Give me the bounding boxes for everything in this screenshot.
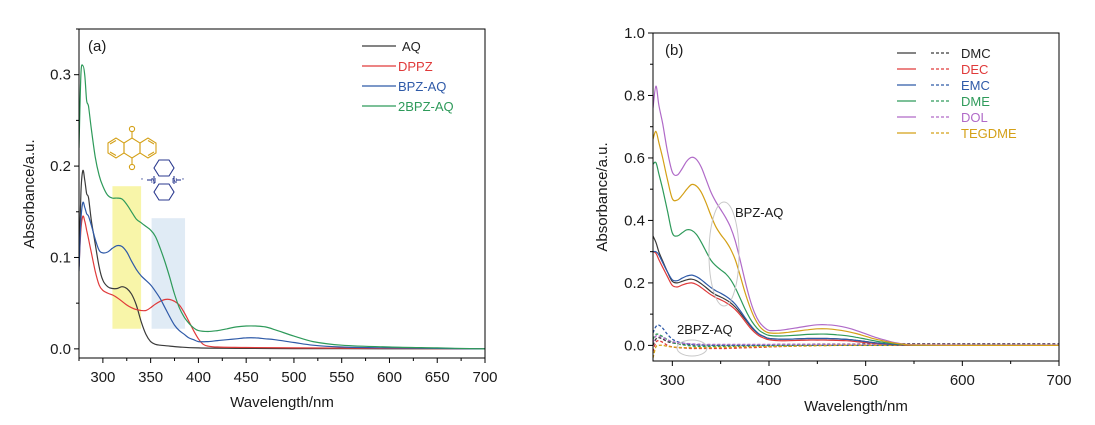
svg-text:N: N xyxy=(172,178,177,185)
series-line-emc-dashed xyxy=(653,324,1059,347)
series-group xyxy=(653,85,1059,359)
x-axis-title: Wavelength/nm xyxy=(230,394,334,411)
x-tick-label: 350 xyxy=(138,369,163,386)
y-tick-label: 0.2 xyxy=(624,275,645,292)
bpz-aq-annotation-ellipse xyxy=(708,201,740,307)
series-group xyxy=(79,64,485,350)
dihydrophenazine-structure-icon: N N * * xyxy=(141,159,184,201)
y-tick-label: 0.6 xyxy=(624,150,645,167)
legend-label: DME xyxy=(961,94,990,109)
legend-item: DPPZ xyxy=(362,59,433,74)
y-axis: 0.0 0.1 0.2 0.3 xyxy=(50,28,79,358)
legend-item: BPZ-AQ xyxy=(362,79,446,94)
x-tick-label: 400 xyxy=(756,372,781,389)
y-tick-label: 0.1 xyxy=(50,249,71,266)
series-line-dme xyxy=(653,161,1059,346)
panel-a: N N * * 300 350 400 450 500 550 600 650 700 0.00… xyxy=(21,28,498,411)
bpz-aq-annotation: BPZ-AQ xyxy=(735,205,783,220)
series-line-bpz-aq xyxy=(79,201,485,350)
x-tick-label: 700 xyxy=(472,369,497,386)
legend-item: EMC xyxy=(897,78,990,93)
series-line-dec xyxy=(653,251,1059,346)
y-axis-title: Absorbance/a.u. xyxy=(21,139,38,248)
legend-label: EMC xyxy=(961,78,990,93)
y-axis-title: Absorbance/a.u. xyxy=(594,142,611,251)
svg-text:*: * xyxy=(182,178,184,184)
x-tick-label: 450 xyxy=(234,369,259,386)
svg-text:*: * xyxy=(141,178,143,184)
legend: AQ DPPZ BPZ-AQ 2BPZ-AQ xyxy=(362,39,454,114)
legend-label: DMC xyxy=(961,46,991,61)
y-tick-label: 0.4 xyxy=(624,212,645,229)
x-tick-label: 600 xyxy=(950,372,975,389)
x-axis-title: Wavelength/nm xyxy=(804,398,908,415)
x-tick-label: 600 xyxy=(377,369,402,386)
series-line-2bpz-aq xyxy=(79,64,485,350)
panel-b: BPZ-AQ 2BPZ-AQ 300 400 500 600 700 0.0 0.2 0.4… xyxy=(594,25,1072,415)
x-tick-label: 500 xyxy=(853,372,878,389)
series-line-tegdme-dashed xyxy=(653,344,1059,359)
series-line-dol xyxy=(653,85,1059,347)
plot-frame xyxy=(652,32,1060,362)
legend-item: 2BPZ-AQ xyxy=(362,99,454,114)
2bpz-aq-annotation: 2BPZ-AQ xyxy=(677,322,733,337)
legend-label: DEC xyxy=(961,62,988,77)
y-tick-label: 0.8 xyxy=(624,87,645,104)
legend-label: DOL xyxy=(961,110,988,125)
2bpz-aq-annotation-ellipse xyxy=(676,339,708,357)
legend-label: AQ xyxy=(402,39,421,54)
x-tick-label: 500 xyxy=(281,369,306,386)
y-tick-label: 0.2 xyxy=(50,158,71,175)
series-line-tegdme xyxy=(653,130,1059,346)
legend-label: TEGDME xyxy=(961,126,1017,141)
series-line-aq xyxy=(79,169,485,350)
y-axis: 0.0 0.2 0.4 0.6 0.8 1.0 xyxy=(624,25,653,354)
x-axis: 300 350 400 450 500 550 600 650 700 xyxy=(78,358,498,386)
y-tick-label: 0.0 xyxy=(50,341,71,358)
plot-frame xyxy=(78,28,486,359)
legend-item: DOL xyxy=(897,110,988,125)
x-axis: 300 400 500 600 700 xyxy=(660,361,1072,389)
panel-label: (a) xyxy=(88,38,106,55)
x-tick-label: 650 xyxy=(425,369,450,386)
legend-item: AQ xyxy=(362,39,421,54)
anthraquinone-structure-icon xyxy=(107,125,157,171)
legend-item: TEGDME xyxy=(897,126,1017,141)
legend-label: 2BPZ-AQ xyxy=(398,99,454,114)
highlight-bands xyxy=(112,186,186,329)
series-line-emc xyxy=(653,250,1059,346)
x-tick-label: 700 xyxy=(1046,372,1071,389)
x-tick-label: 550 xyxy=(329,369,354,386)
legend-label: DPPZ xyxy=(398,59,433,74)
legend-label: BPZ-AQ xyxy=(398,79,446,94)
series-line-dppz xyxy=(79,215,485,350)
legend-item: DMC xyxy=(897,46,991,61)
y-tick-label: 0.3 xyxy=(50,67,71,84)
panel-label: (b) xyxy=(665,42,683,59)
legend-item: DEC xyxy=(897,62,988,77)
svg-text:N: N xyxy=(151,178,156,185)
y-tick-label: 0.0 xyxy=(624,337,645,354)
series-line-dol-dashed xyxy=(653,334,1059,346)
x-tick-label: 400 xyxy=(186,369,211,386)
x-tick-label: 300 xyxy=(660,372,685,389)
y-tick-label: 1.0 xyxy=(624,25,645,42)
x-tick-label: 300 xyxy=(90,369,115,386)
legend-item: DME xyxy=(897,94,990,109)
